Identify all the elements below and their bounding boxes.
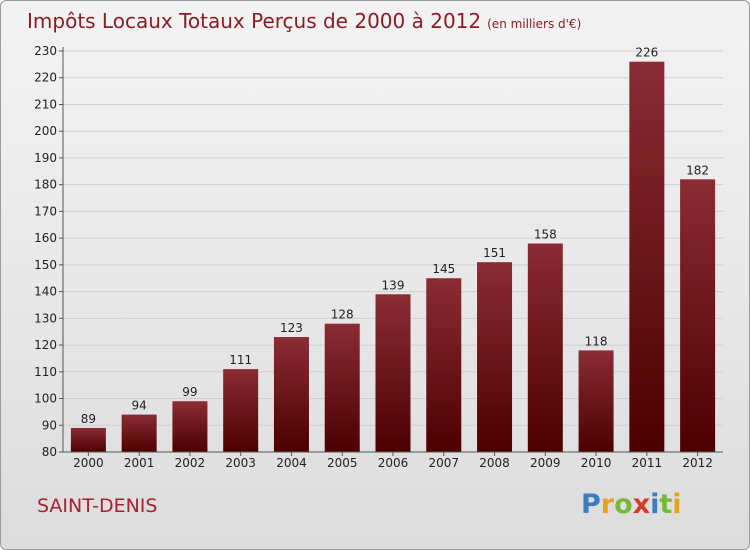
y-tick-label: 90 bbox=[42, 418, 57, 432]
data-label-2007: 145 bbox=[432, 262, 455, 276]
bar-2001 bbox=[121, 414, 157, 452]
city-name: SAINT-DENIS bbox=[37, 495, 158, 517]
y-tick-label: 210 bbox=[34, 97, 57, 111]
y-tick-label: 180 bbox=[34, 178, 57, 192]
logo-letter: P bbox=[581, 489, 601, 520]
logo-letter: r bbox=[600, 489, 615, 520]
x-tick-label-2000: 2000 bbox=[73, 456, 104, 470]
y-tick-label: 220 bbox=[34, 71, 57, 85]
data-label-2011: 226 bbox=[635, 46, 658, 60]
bar-2004 bbox=[273, 337, 309, 452]
bar-2005 bbox=[324, 323, 360, 452]
bar-2006 bbox=[375, 294, 411, 452]
y-tick-label: 140 bbox=[34, 285, 57, 299]
x-tick-label-2005: 2005 bbox=[327, 456, 358, 470]
bar-2002 bbox=[172, 401, 208, 452]
data-label-2004: 123 bbox=[280, 321, 303, 335]
bar-2000 bbox=[70, 427, 106, 452]
chart-title: Impôts Locaux Totaux Perçus de 2000 à 20… bbox=[27, 9, 482, 33]
x-tick-label-2002: 2002 bbox=[175, 456, 206, 470]
logo-letter: i bbox=[672, 489, 682, 520]
y-tick-label: 200 bbox=[34, 124, 57, 138]
bar-2009 bbox=[527, 243, 563, 452]
x-tick-label-2001: 2001 bbox=[124, 456, 155, 470]
logo-letter: t bbox=[659, 489, 673, 520]
y-tick-label: 80 bbox=[42, 445, 57, 459]
x-tick-label-2010: 2010 bbox=[581, 456, 612, 470]
y-tick-label: 100 bbox=[34, 392, 57, 406]
data-label-2012: 182 bbox=[686, 163, 709, 177]
logo-letter: o bbox=[614, 489, 633, 520]
y-tick-label: 160 bbox=[34, 231, 57, 245]
data-label-2000: 89 bbox=[81, 412, 96, 426]
y-tick-label: 230 bbox=[34, 44, 57, 58]
data-label-2010: 118 bbox=[585, 334, 608, 348]
bar-2003 bbox=[223, 369, 259, 452]
x-tick-label-2011: 2011 bbox=[632, 456, 663, 470]
bar-2011 bbox=[629, 61, 665, 453]
x-tick-label-2006: 2006 bbox=[378, 456, 409, 470]
data-label-2005: 128 bbox=[331, 308, 354, 322]
x-tick-label-2004: 2004 bbox=[276, 456, 307, 470]
logo-letter: x bbox=[632, 489, 651, 520]
y-tick-label: 170 bbox=[34, 204, 57, 218]
bar-2007 bbox=[426, 278, 462, 452]
proxiti-logo: Proxiti bbox=[581, 489, 682, 520]
data-label-2009: 158 bbox=[534, 227, 557, 241]
chart-subtitle: (en milliers d'€) bbox=[487, 17, 582, 31]
y-tick-label: 120 bbox=[34, 338, 57, 352]
data-label-2008: 151 bbox=[483, 246, 506, 260]
y-tick-label: 150 bbox=[34, 258, 57, 272]
x-tick-label-2003: 2003 bbox=[225, 456, 256, 470]
x-tick-label-2009: 2009 bbox=[530, 456, 561, 470]
x-tick-label-2007: 2007 bbox=[428, 456, 459, 470]
y-tick-label: 130 bbox=[34, 311, 57, 325]
y-tick-label: 190 bbox=[34, 151, 57, 165]
x-tick-label-2008: 2008 bbox=[479, 456, 510, 470]
x-tick-label-2012: 2012 bbox=[682, 456, 713, 470]
data-label-2006: 139 bbox=[382, 278, 405, 292]
chart-title-block: Impôts Locaux Totaux Perçus de 2000 à 20… bbox=[27, 9, 581, 33]
y-tick-label: 110 bbox=[34, 365, 57, 379]
bar-2012 bbox=[680, 179, 716, 452]
logo-letter: i bbox=[650, 489, 660, 520]
bar-2010 bbox=[578, 350, 614, 452]
bar-2008 bbox=[477, 262, 513, 452]
data-label-2002: 99 bbox=[182, 385, 197, 399]
data-label-2003: 111 bbox=[229, 353, 252, 367]
data-label-2001: 94 bbox=[132, 399, 147, 413]
